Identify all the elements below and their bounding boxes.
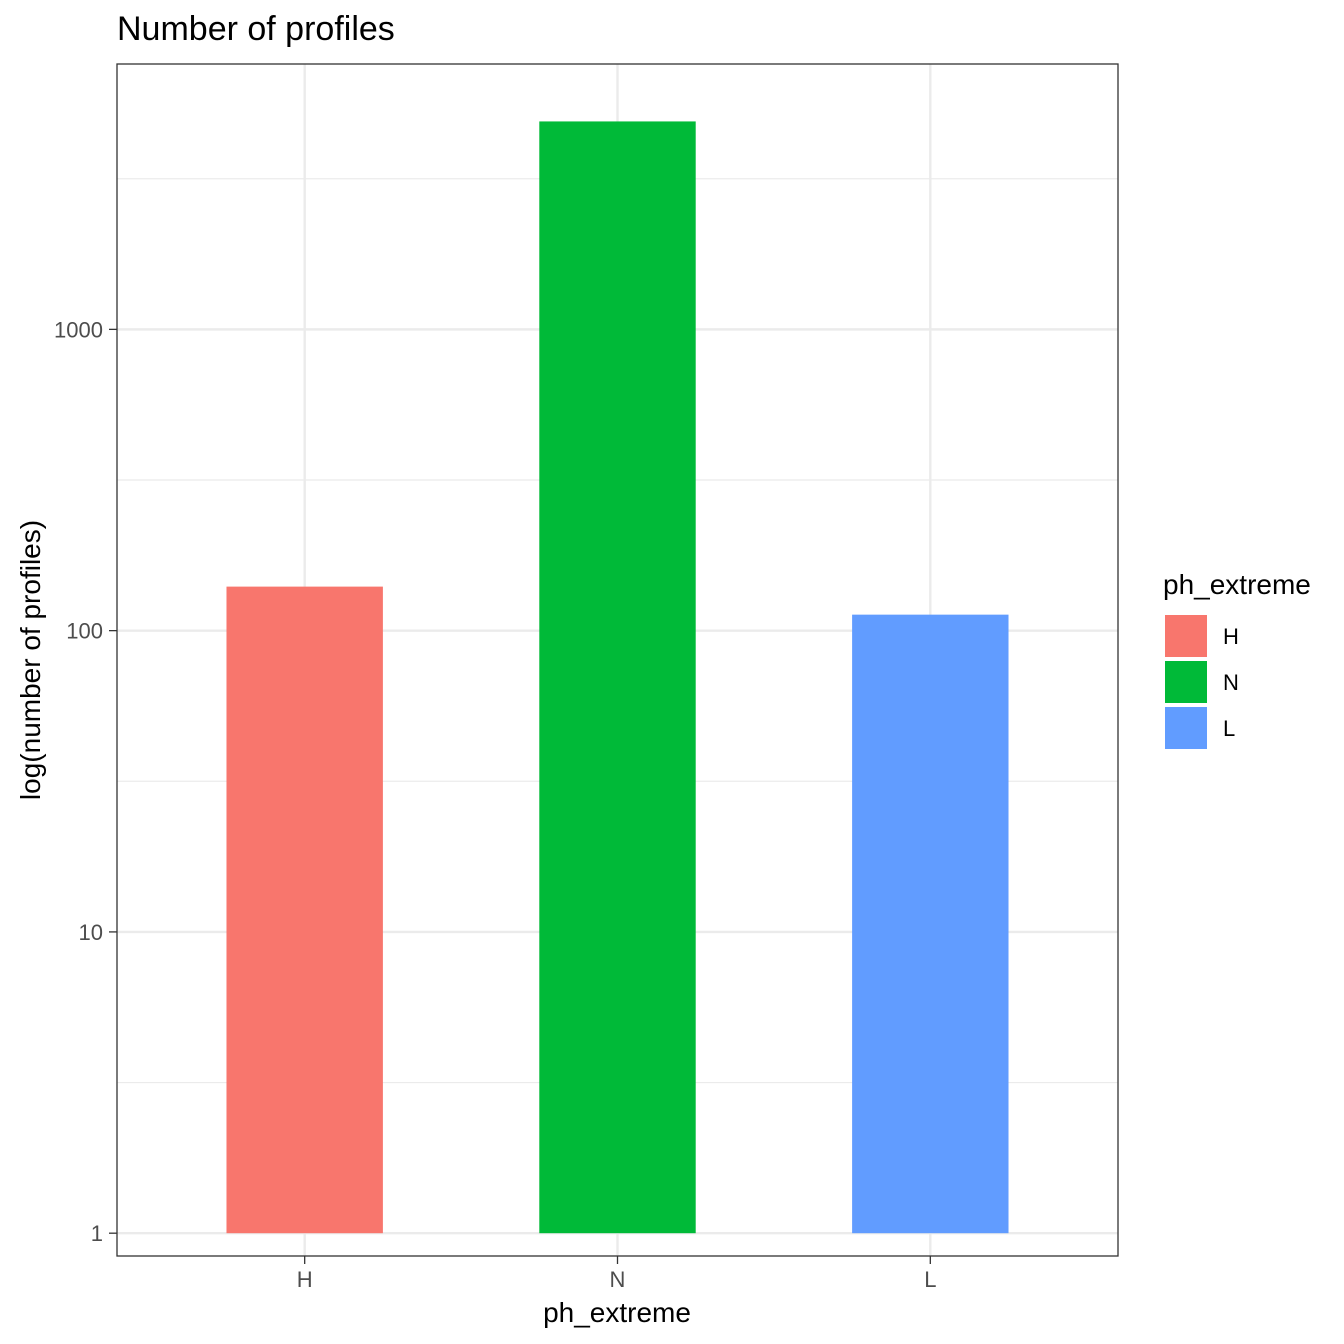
chart-title: Number of profiles [117, 10, 395, 48]
legend-key-H [1165, 615, 1207, 657]
x-axis-title: ph_extreme [543, 1297, 691, 1328]
legend: ph_extreme HNL [1163, 569, 1311, 749]
x-tick-label: L [924, 1267, 936, 1292]
legend-label: L [1223, 716, 1235, 741]
legend-label: H [1223, 624, 1239, 649]
legend-label: N [1223, 670, 1239, 695]
x-tick-label: H [297, 1267, 313, 1292]
bars [226, 121, 1009, 1234]
legend-title: ph_extreme [1163, 569, 1311, 600]
y-tick-label: 100 [66, 619, 103, 644]
legend-items: HNL [1165, 615, 1239, 749]
y-axis-title: log(number of profiles) [15, 520, 46, 800]
y-tick-label: 1000 [54, 317, 103, 342]
y-axis: 1 10 100 1000 [54, 317, 117, 1246]
bar-H [226, 586, 383, 1234]
x-tick-label: N [610, 1267, 626, 1292]
y-tick-label: 1 [91, 1221, 103, 1246]
y-tick-label: 10 [79, 920, 103, 945]
bar-N [539, 121, 696, 1234]
bar-L [852, 614, 1009, 1234]
legend-key-N [1165, 661, 1207, 703]
plot-area [116, 63, 1119, 1257]
legend-key-L [1165, 707, 1207, 749]
